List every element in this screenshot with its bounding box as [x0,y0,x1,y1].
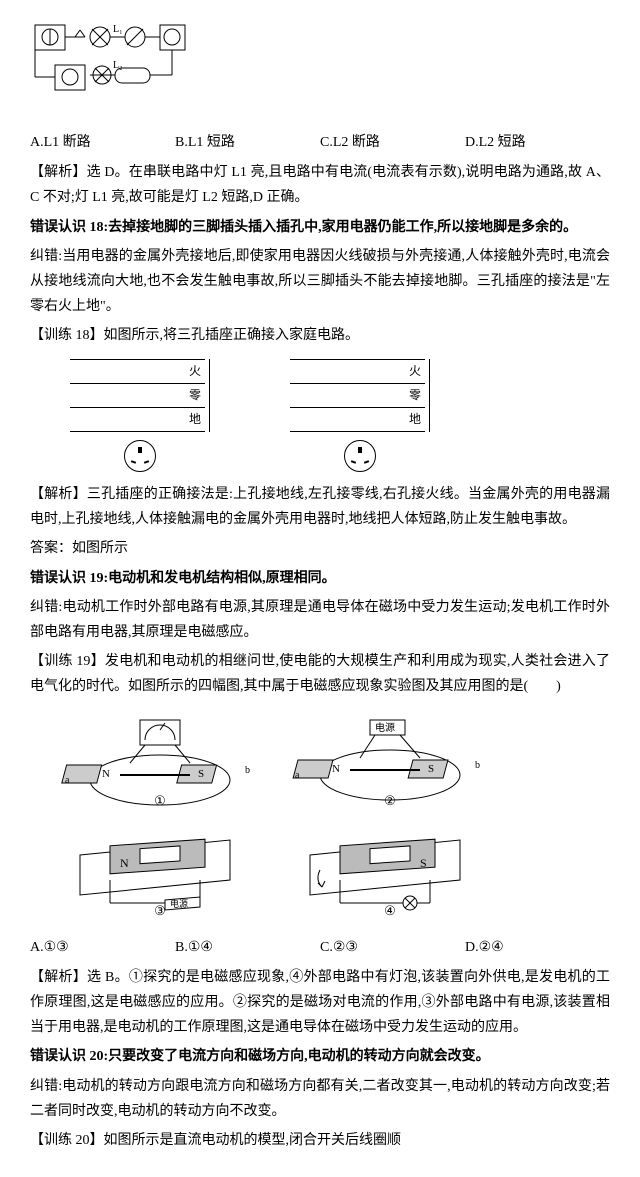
svg-text:a: a [65,775,70,786]
option-d: D.L2 短路 [465,130,610,155]
diagram-4: S ④ [280,825,500,925]
option-b: B.①④ [175,935,320,960]
exercise19-text: 【训练 19】发电机和电动机的相继问世,使电能的大规模生产和利用成为现实,人类社… [30,649,610,699]
svg-text:电源: 电源 [375,721,395,734]
svg-text:S: S [428,763,434,775]
four-diagrams: N S a b ① 电源 N S a b ② [50,715,530,925]
socket-left: 火 零 地 [70,359,210,473]
mistake20-title: 错误认识 20:只要改变了电流方向和磁场方向,电动机的转动方向就会改变。 [30,1044,610,1069]
svg-text:L₁: L₁ [113,24,123,35]
diagram-label-3: ③ [154,899,166,922]
svg-text:N: N [332,763,340,775]
svg-text:b: b [245,765,250,776]
mistake19-analysis: 【解析】选 B。①探究的是电磁感应现象,④外部电路中有灯泡,该装置向外供电,是发… [30,965,610,1041]
neutral-line: 零 [290,383,425,407]
diagram-1: N S a b ① [50,715,270,815]
ground-line: 地 [70,407,205,432]
fire-line: 火 [290,359,425,383]
circuit-diagram-top: L₁ L₂ [30,20,190,120]
diagram-label-1: ① [154,789,166,812]
wire-labels-right: 火 零 地 [290,359,430,433]
option-c: C.②③ [320,935,465,960]
diagram-label-2: ② [384,789,396,812]
mistake18-analysis: 【解析】三孔插座的正确接法是:上孔接地线,左孔接零线,右孔接火线。当金属外壳的用… [30,482,610,532]
svg-text:L₂: L₂ [113,60,123,71]
option-a: A.①③ [30,935,175,960]
mistake20-correction: 纠错:电动机的转动方向跟电流方向和磁场方向都有关,二者改变其一,电动机的转动方向… [30,1074,610,1124]
mistake18-answer: 答案：如图所示 [30,536,610,561]
q17-analysis: 【解析】选 D。在串联电路中灯 L1 亮,且电路中有电流(电流表有示数),说明电… [30,160,610,210]
svg-text:S: S [198,768,204,780]
mistake19-title: 错误认识 19:电动机和发电机结构相似,原理相同。 [30,566,610,591]
q17-options: A.L1 断路 B.L1 短路 C.L2 断路 D.L2 短路 [30,130,610,155]
svg-text:N: N [120,856,129,870]
mistake19-correction: 纠错:电动机工作时外部电路有电源,其原理是通电导体在磁场中受力发生运动;发电机工… [30,595,610,645]
svg-text:S: S [420,856,427,870]
socket-right: 火 零 地 [290,359,430,473]
q19-options: A.①③ B.①④ C.②③ D.②④ [30,935,610,960]
option-a: A.L1 断路 [30,130,175,155]
svg-text:b: b [475,760,480,771]
svg-text:电源: 电源 [170,898,188,909]
plug-icon [124,440,156,472]
fire-line: 火 [70,359,205,383]
option-c: C.L2 断路 [320,130,465,155]
exercise20-text: 【训练 20】如图所示是直流电动机的模型,闭合开关后线圈顺 [30,1128,610,1153]
mistake18-correction: 纠错:当用电器的金属外壳接地后,即使家用电器因火线破损与外壳接通,人体接触外壳时… [30,244,610,320]
svg-text:N: N [102,768,110,780]
diagram-3: N 电源 ③ [50,825,270,925]
svg-text:a: a [295,770,300,781]
option-d: D.②④ [465,935,610,960]
plug-icon [344,440,376,472]
socket-diagrams: 火 零 地 火 零 地 [70,359,610,473]
wire-labels-left: 火 零 地 [70,359,210,433]
diagram-2: 电源 N S a b ② [280,715,500,815]
option-b: B.L1 短路 [175,130,320,155]
exercise18-text: 【训练 18】如图所示,将三孔插座正确接入家庭电路。 [30,323,610,348]
diagram-label-4: ④ [384,899,396,922]
neutral-line: 零 [70,383,205,407]
series-circuit-svg: L₁ L₂ [30,20,190,120]
mistake18-title: 错误认识 18:去掉接地脚的三脚插头插入插孔中,家用电器仍能工作,所以接地脚是多… [30,215,610,240]
ground-line: 地 [290,407,425,432]
